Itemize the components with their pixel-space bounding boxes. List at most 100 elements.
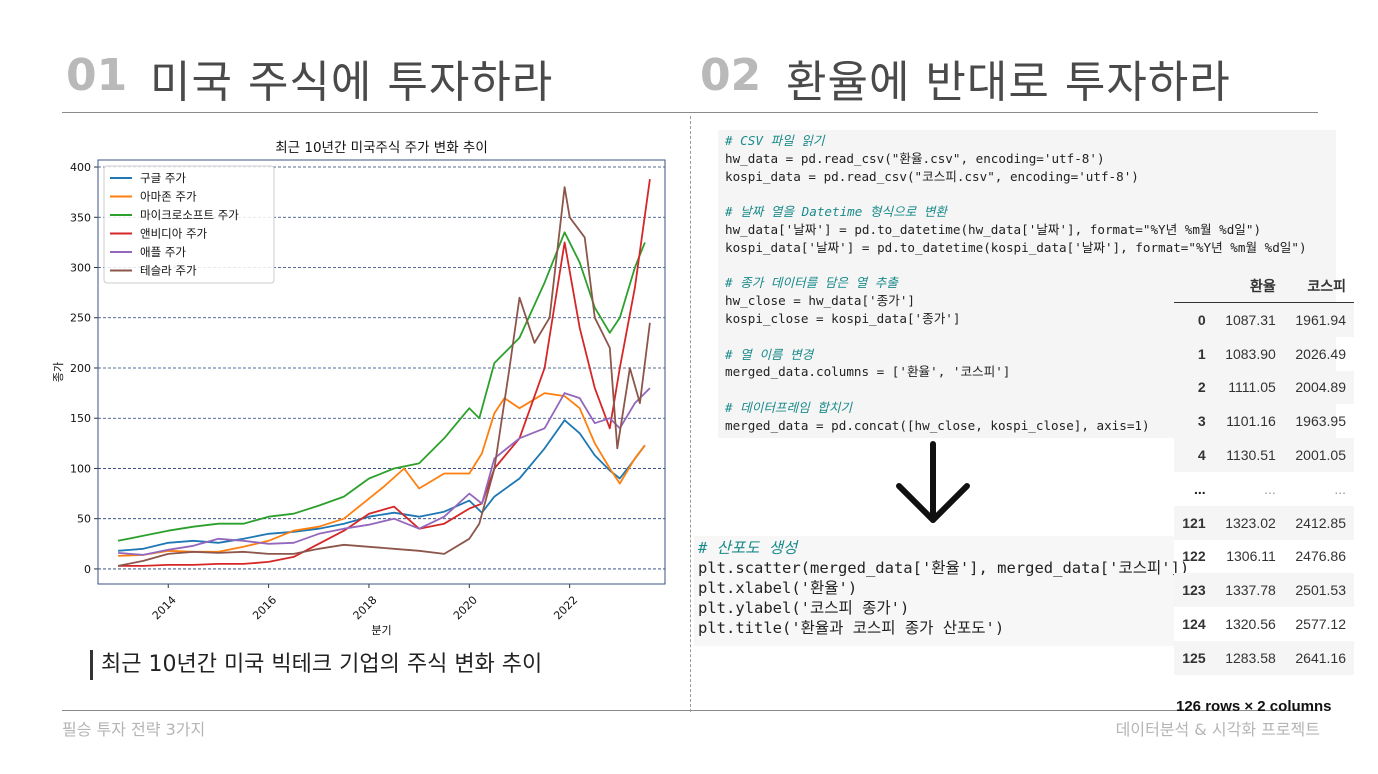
- code-line: plt.scatter(merged_data['환율'], merged_da…: [698, 559, 1190, 577]
- table-row: 4 1130.51 2001.05: [1174, 438, 1354, 472]
- section-1-title: 미국 주식에 투자하라: [150, 57, 554, 108]
- footer-right-text: 데이터분석 & 시각화 프로젝트: [1115, 720, 1320, 739]
- x-axis-label: 분기: [371, 624, 391, 637]
- legend-box: [103, 165, 275, 284]
- table-cell: 2026.49: [1295, 345, 1346, 362]
- code-line: # 산포도 생성: [698, 539, 798, 557]
- table-row: 123 1337.78 2501.53: [1174, 573, 1354, 608]
- arrow-down-icon: [896, 441, 970, 523]
- chart-title: 최근 10년간 미국주식 주가 변화 추이: [275, 140, 488, 156]
- table-cell: 1963.95: [1295, 413, 1346, 430]
- table-cell: 1283.58: [1225, 649, 1276, 666]
- section-2-number: 02: [700, 50, 762, 101]
- row-index: 4: [1197, 447, 1206, 464]
- code-line: plt.title('환율과 코스피 종가 산포도'): [698, 619, 1005, 637]
- table-cell: 2577.12: [1295, 616, 1346, 633]
- y-tick-label: 50: [77, 513, 91, 526]
- y-tick-label: 250: [70, 312, 91, 325]
- x-tick-label: 2018: [351, 593, 380, 622]
- y-tick-label: 100: [70, 462, 91, 475]
- series-line: [117, 186, 651, 567]
- y-tick-label: 300: [70, 262, 91, 275]
- table-header-row: 환율 코스피: [1174, 270, 1354, 303]
- table-row: 122 1306.11 2476.86: [1174, 540, 1354, 574]
- dataframe-table: 환율 코스피 0 1087.31 1961.94 1 1083.90 2026.49 2 11…: [1174, 270, 1354, 675]
- code-line: plt.xlabel('환율'): [698, 579, 858, 597]
- table-row: 125 1283.58 2641.16: [1174, 640, 1354, 675]
- code-line: # 열 이름 변경: [725, 346, 814, 362]
- table-cell: 2004.89: [1295, 379, 1346, 396]
- table-cell: 1087.31: [1225, 311, 1276, 328]
- footer-left-text: 필승 투자 전략 3가지: [62, 720, 206, 739]
- table-cell: 1130.51: [1226, 447, 1276, 464]
- y-tick-label: 200: [70, 362, 91, 375]
- column-header: [1174, 270, 1214, 303]
- table-row: 1 1083.90 2026.49: [1174, 337, 1354, 371]
- code-line: # CSV 파일 읽기: [725, 133, 825, 148]
- x-tick-label: 2022: [551, 593, 580, 622]
- row-index: 123: [1182, 582, 1206, 599]
- table-cell: 2412.85: [1295, 514, 1346, 531]
- stock-line-chart: 최근 10년간 미국주식 주가 변화 추이 0 50 100 150 200 250 300 3…: [48, 128, 678, 648]
- series-line: [118, 387, 651, 556]
- code-line: # 데이터프레임 합치기: [725, 399, 853, 415]
- header-divider: [62, 112, 1318, 113]
- column-header: 환율: [1213, 270, 1284, 303]
- table-cell: ...: [1264, 480, 1276, 497]
- table-cell: 2641.16: [1295, 649, 1346, 666]
- code-line: # 종가 데이터를 담은 열 추출: [725, 275, 898, 291]
- table-row: 0 1087.31 1961.94: [1174, 302, 1354, 337]
- dataframe-shape-note: 126 rows × 2 columns: [1176, 698, 1332, 715]
- table-cell: 1111.05: [1228, 379, 1276, 396]
- table-row: 3 1101.16 1963.95: [1174, 404, 1354, 438]
- series-line: [118, 178, 651, 567]
- section-1-number: 01: [66, 50, 128, 101]
- code-line: hw_data = pd.read_csv("환율.csv", encoding…: [725, 150, 1105, 166]
- plot-frame: [97, 159, 666, 585]
- table-row: 2 1111.05 2004.89: [1174, 370, 1354, 405]
- code-line: hw_close = hw_data['종가']: [725, 293, 915, 309]
- chart-caption: 최근 10년간 미국 빅테크 기업의 주식 변화 추이: [90, 650, 542, 680]
- legend-label: 애플 주가: [140, 245, 186, 259]
- code-line: merged_data.columns = ['환율', '코스피']: [725, 364, 1011, 380]
- code-line: hw_data['날짜'] = pd.to_datetime(hw_data['…: [725, 221, 1262, 237]
- table-cell: 1306.11: [1226, 548, 1276, 565]
- code-line: kospi_data['날짜'] = pd.to_datetime(kospi_…: [725, 239, 1307, 255]
- x-tick-label: 2014: [150, 593, 179, 622]
- legend-label: 테슬라 주가: [140, 264, 197, 278]
- row-index: 1: [1197, 345, 1206, 362]
- code-line: kospi_data = pd.read_csv("코스피.csv", enco…: [725, 168, 1139, 184]
- x-tick-label: 2020: [451, 593, 480, 622]
- y-tick-label: 150: [70, 412, 91, 425]
- row-index: 2: [1197, 379, 1206, 396]
- column-header: 코스피: [1283, 270, 1354, 303]
- code-line: merged_data = pd.concat([hw_close, kospi…: [725, 417, 1150, 433]
- row-index: 125: [1182, 649, 1206, 666]
- y-axis-label: 종가: [52, 362, 65, 382]
- series-line: [118, 419, 646, 552]
- y-tick-label: 350: [70, 211, 91, 224]
- table-cell: 2476.86: [1295, 548, 1346, 565]
- series-line: [118, 392, 646, 557]
- legend-label: 아마존 주가: [140, 190, 197, 204]
- table-row: .........: [1174, 472, 1354, 506]
- code-block-2: # 산포도 생성 plt.scatter(merged_data['환율'], …: [698, 538, 1189, 638]
- row-index: 121: [1182, 514, 1206, 531]
- table-cell: 1323.02: [1225, 514, 1276, 531]
- row-index: 3: [1197, 413, 1206, 430]
- section-2-title: 환율에 반대로 투자하라: [786, 57, 1231, 108]
- x-tick-label: 2016: [250, 593, 279, 622]
- row-index: ...: [1193, 480, 1206, 497]
- table-cell: 1337.78: [1225, 582, 1276, 599]
- code-line: kospi_close = kospi_data['종가']: [725, 310, 961, 326]
- legend-label: 마이크로소프트 주가: [140, 208, 239, 222]
- y-tick-label: 0: [84, 563, 91, 576]
- legend-label: 앤비디아 주가: [140, 227, 208, 241]
- code-block-1: # CSV 파일 읽기 hw_data = pd.read_csv("환율.cs…: [725, 132, 1307, 435]
- code-line: # 날짜 열을 Datetime 형식으로 변환: [725, 204, 948, 220]
- code-cell-scatter: # 산포도 생성 plt.scatter(merged_data['환율'], …: [694, 536, 1189, 646]
- legend-label: 구글 주가: [140, 171, 186, 185]
- table-cell: ...: [1334, 480, 1346, 497]
- table-cell: 2501.53: [1295, 582, 1346, 599]
- code-line: plt.ylabel('코스피 종가'): [698, 599, 910, 617]
